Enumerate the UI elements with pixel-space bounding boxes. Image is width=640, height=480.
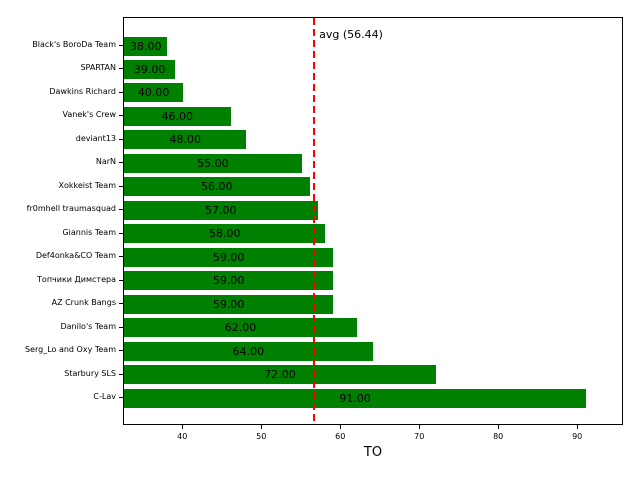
y-tick-label: AZ Crunk Bangs bbox=[51, 298, 116, 308]
y-tick-mark bbox=[119, 232, 123, 234]
y-tick-label: Def4onka&CO Team bbox=[35, 251, 116, 261]
bar: 59.00 bbox=[124, 294, 334, 314]
bar-value-label: 91.00 bbox=[339, 391, 371, 405]
x-tick-label: 60 bbox=[335, 432, 346, 441]
bar-value-label: 58.00 bbox=[208, 227, 241, 241]
bar: 39.00 bbox=[124, 59, 176, 79]
y-tick-mark bbox=[119, 303, 123, 305]
y-tick-mark bbox=[119, 115, 123, 117]
bar: 64.00 bbox=[124, 341, 373, 361]
y-tick-label: NarN bbox=[95, 157, 116, 167]
bar: 55.00 bbox=[124, 153, 302, 173]
y-tick-label: Vanek's Crew bbox=[62, 110, 116, 120]
y-tick-mark bbox=[119, 162, 123, 164]
x-tick-mark bbox=[340, 425, 342, 429]
y-tick-label: Топчики Димстера bbox=[37, 274, 116, 284]
bar: 58.00 bbox=[124, 224, 326, 244]
bar-value-label: 56.00 bbox=[201, 180, 233, 194]
x-tick-mark bbox=[577, 425, 579, 429]
bar: 48.00 bbox=[124, 130, 247, 150]
bar-value-label: 40.00 bbox=[137, 86, 170, 100]
x-tick-mark bbox=[498, 425, 500, 429]
bar: 38.00 bbox=[124, 36, 168, 56]
y-tick-label: Xokkeist Team bbox=[58, 180, 117, 190]
y-tick-mark bbox=[119, 256, 123, 258]
bar: 40.00 bbox=[124, 83, 184, 103]
y-tick-mark bbox=[119, 68, 123, 70]
bar-value-label: 38.00 bbox=[129, 39, 162, 53]
bar: 91.00 bbox=[124, 388, 587, 408]
y-tick-label: Black's BoroDa Team bbox=[32, 40, 116, 49]
y-tick-label: Dawkins Richard bbox=[49, 86, 116, 96]
bar: 59.00 bbox=[124, 271, 334, 291]
bar-value-label: 59.00 bbox=[212, 297, 245, 311]
bar: 62.00 bbox=[124, 318, 358, 338]
bar: 72.00 bbox=[124, 365, 436, 385]
x-tick-mark bbox=[182, 425, 184, 429]
plot-area: avg (56.44) 38.00 39.00 40.00 46.00 48.00 55.… bbox=[123, 17, 623, 425]
average-line-label: avg (56.44) bbox=[319, 28, 383, 41]
y-tick-mark bbox=[119, 326, 123, 328]
y-tick-mark bbox=[119, 373, 123, 375]
y-tick-label: Giannis Team bbox=[62, 227, 116, 237]
bar-value-label: 59.00 bbox=[212, 250, 245, 264]
bar-value-label: 48.00 bbox=[169, 133, 201, 147]
bar: 59.00 bbox=[124, 247, 334, 267]
y-tick-mark bbox=[119, 209, 123, 211]
x-tick-mark bbox=[419, 425, 421, 429]
y-tick-label: Danilo's Team bbox=[60, 321, 116, 331]
bar-value-label: 59.00 bbox=[212, 274, 245, 288]
y-tick-mark bbox=[119, 279, 123, 281]
x-tick-label: 80 bbox=[493, 432, 504, 441]
bar-value-label: 57.00 bbox=[205, 203, 237, 217]
y-tick-label: Serg_Lo and Oxy Team bbox=[24, 345, 116, 355]
y-tick-mark bbox=[119, 185, 123, 187]
y-tick-label: deviant13 bbox=[75, 133, 116, 143]
bar-value-label: 62.00 bbox=[224, 321, 257, 335]
bar-value-label: 39.00 bbox=[133, 62, 166, 76]
bar: 56.00 bbox=[124, 177, 310, 197]
average-line bbox=[313, 18, 316, 424]
x-tick-label: 50 bbox=[256, 432, 267, 441]
x-tick-label: 90 bbox=[572, 432, 583, 441]
y-tick-label: C-Lav bbox=[93, 392, 116, 401]
x-axis-title: TO bbox=[363, 445, 383, 460]
x-tick-label: 40 bbox=[177, 432, 188, 441]
bar-value-label: 55.00 bbox=[197, 156, 229, 170]
y-tick-label: fr0mhell traumasquad bbox=[26, 204, 116, 214]
y-tick-mark bbox=[119, 91, 123, 93]
y-tick-mark bbox=[119, 138, 123, 140]
x-tick-label: 70 bbox=[414, 432, 425, 441]
bar: 57.00 bbox=[124, 200, 318, 220]
bar: 46.00 bbox=[124, 106, 231, 126]
bar-value-label: 46.00 bbox=[161, 109, 194, 123]
x-tick-mark bbox=[261, 425, 263, 429]
bar-value-label: 64.00 bbox=[232, 344, 265, 358]
y-tick-label: Starbury SLS bbox=[64, 368, 116, 378]
bar-value-label: 72.00 bbox=[264, 368, 296, 382]
y-tick-mark bbox=[119, 45, 123, 46]
y-tick-label: SPARTAN bbox=[80, 63, 116, 73]
y-tick-mark bbox=[119, 397, 123, 398]
y-tick-mark bbox=[119, 350, 123, 352]
